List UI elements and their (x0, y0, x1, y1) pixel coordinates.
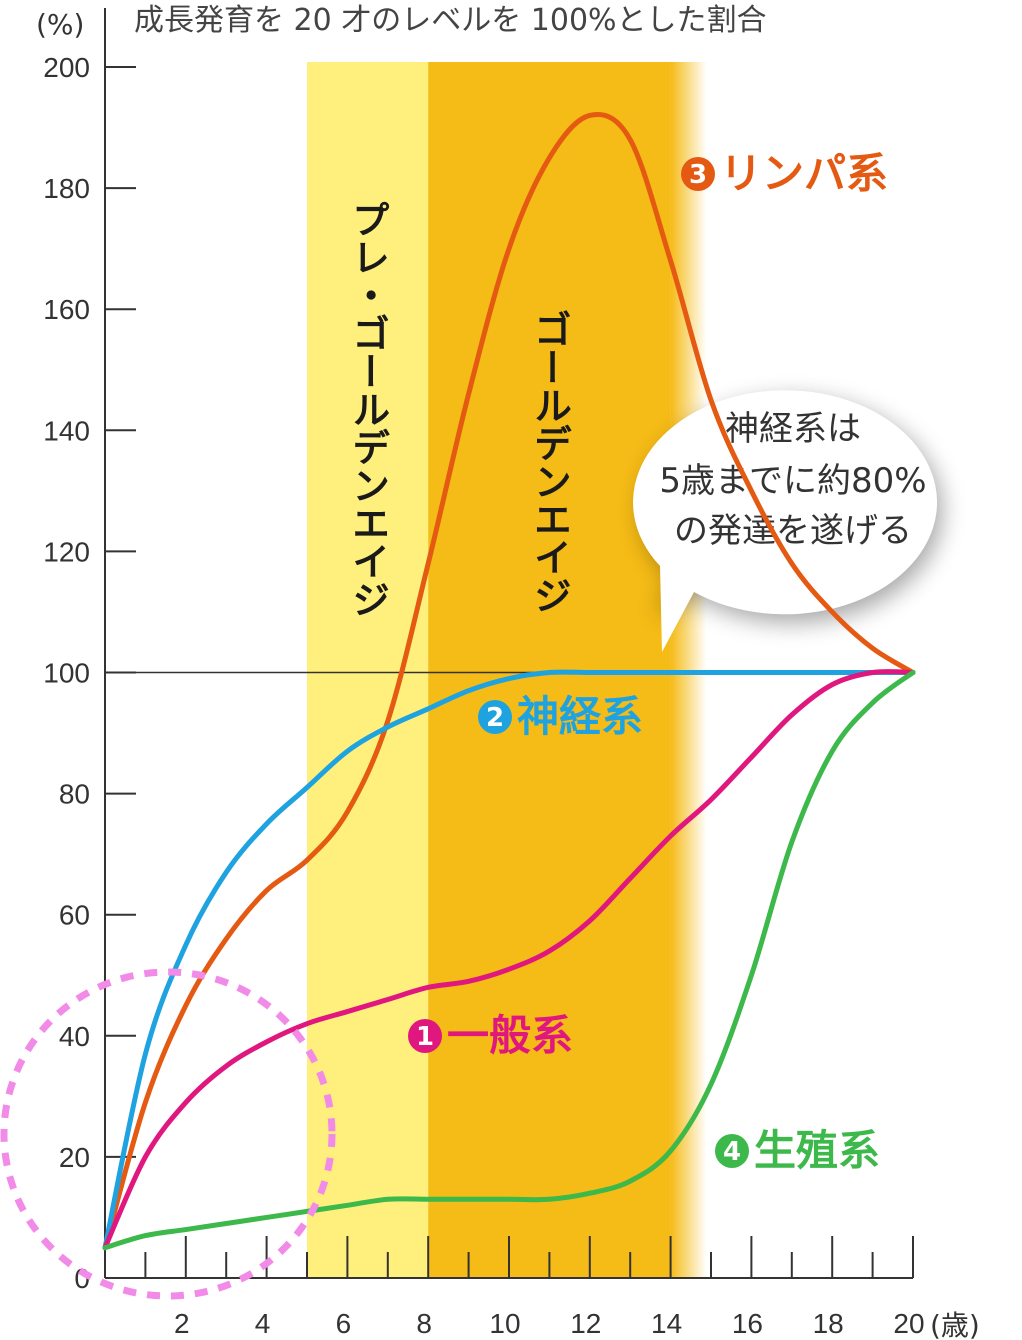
series-line-4 (102, 670, 916, 1251)
y-tick-label: 100 (43, 658, 90, 689)
y-tick-label: 60 (59, 900, 90, 931)
series-label-1: 一般系 (447, 1011, 573, 1060)
x-tick-label: 6 (336, 1308, 352, 1339)
x-tick-label: 8 (416, 1308, 432, 1339)
axes (104, 8, 914, 1279)
y-tick-label: 160 (43, 294, 90, 325)
x-tick-label: 2 (174, 1308, 190, 1339)
x-tick-label: 20 (893, 1308, 924, 1339)
band-labels: プレ・ゴールデンエイジ ゴールデンエイジ (346, 200, 572, 618)
series-label-3: リンパ系 (720, 149, 888, 198)
y-tick-label: 200 (43, 52, 90, 83)
x-tick-label: 14 (651, 1308, 682, 1339)
series-marker-2 (478, 700, 512, 734)
series-marker-number: 1 (416, 1022, 434, 1052)
y-axis-label: (%) (36, 8, 84, 41)
series-label-2: 神経系 (517, 692, 643, 741)
x-axis-label: (歳) (930, 1309, 980, 1340)
y-tick-label: 120 (43, 536, 90, 567)
band-label-1: ゴールデンエイジ (527, 309, 571, 614)
series-labels: 1 一般系 2 神経系 3 リンパ系 4 生殖系 (408, 149, 888, 1175)
series-label-4: 生殖系 (754, 1126, 880, 1175)
y-tick-label: 80 (59, 779, 90, 810)
y-tick-label: 180 (43, 173, 90, 204)
series-marker-number: 2 (486, 703, 504, 733)
band-0 (307, 62, 429, 1278)
series-line-2 (102, 669, 916, 1251)
x-tick-label: 12 (570, 1308, 601, 1339)
callout-shape (633, 390, 938, 652)
callout-line-1: 神経系は (725, 409, 861, 449)
y-tick-label: 40 (59, 1021, 90, 1052)
series-lines (102, 112, 916, 1251)
x-tick-label: 4 (255, 1308, 271, 1339)
highlight-circle (0, 968, 336, 1300)
x-tick-labels: 2 4 6 8 10 12 14 16 18 20 (174, 1308, 925, 1339)
callout-line-2: 5歳までに約80% (659, 461, 926, 501)
x-tick-label: 18 (813, 1308, 844, 1339)
callout-bubble: 神経系は 5歳までに約80% の発達を遂げる (633, 390, 942, 652)
series-marker-4 (715, 1134, 749, 1168)
series-line-1 (102, 669, 916, 1251)
x-tick-label: 10 (489, 1308, 520, 1339)
series-marker-1 (408, 1019, 442, 1053)
x-tick-label: 16 (732, 1308, 763, 1339)
series-marker-3 (681, 157, 715, 191)
y-tick-label: 20 (59, 1142, 90, 1173)
series-marker-number: 3 (689, 160, 707, 190)
series-marker-number: 4 (723, 1137, 741, 1167)
y-tick-label: 140 (43, 415, 90, 446)
band-label-0: プレ・ゴールデンエイジ (346, 200, 390, 618)
chart-title: 成長発育を 20 才のレベルを 100%とした割合 (134, 3, 767, 38)
series-line-3 (102, 112, 916, 1251)
callout-line-3: の発達を遂げる (674, 511, 912, 551)
